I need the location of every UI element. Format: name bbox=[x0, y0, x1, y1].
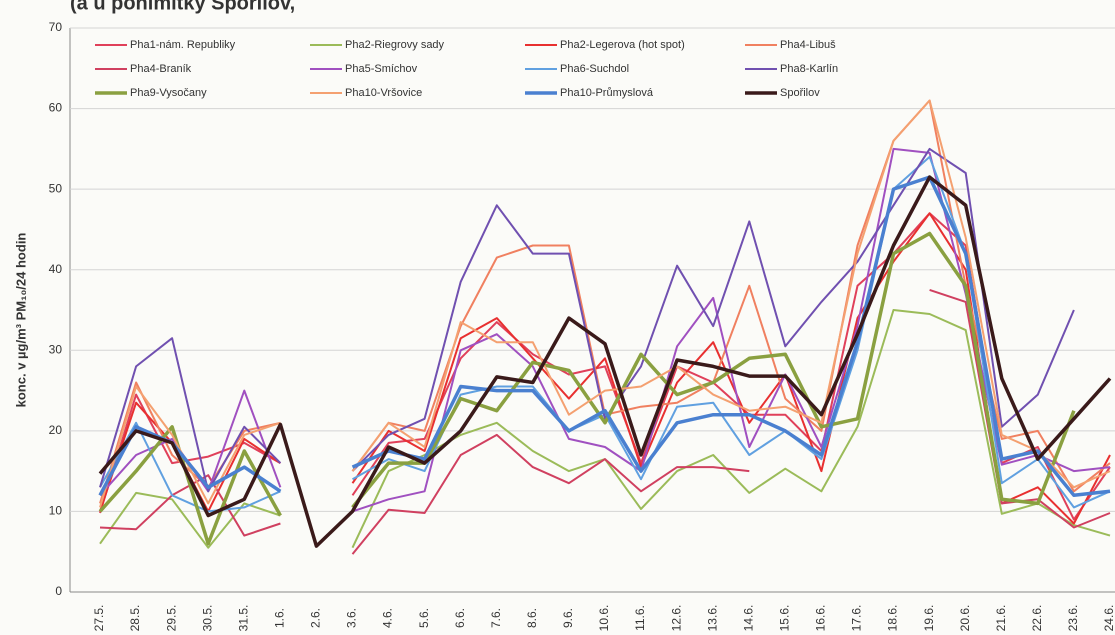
x-tick-label: 17.6. bbox=[850, 605, 864, 632]
x-tick-label: 24.6. bbox=[1102, 605, 1115, 632]
y-tick-label: 40 bbox=[49, 262, 63, 276]
x-tick-label: 5.6. bbox=[417, 608, 431, 628]
x-tick-label: 29.5. bbox=[164, 605, 178, 632]
x-tick-label: 30.5. bbox=[200, 605, 214, 632]
x-tick-label: 31.5. bbox=[236, 605, 250, 632]
x-tick-label: 12.6. bbox=[669, 605, 683, 632]
x-tick-label: 9.6. bbox=[561, 608, 575, 628]
x-tick-label: 10.6. bbox=[597, 605, 611, 632]
series-line bbox=[99, 155, 1111, 513]
y-tick-label: 50 bbox=[49, 181, 63, 195]
x-tick-label: 27.5. bbox=[92, 605, 106, 632]
series-line bbox=[98, 231, 1076, 546]
x-tick-label: 28.5. bbox=[128, 605, 142, 632]
x-tick-label: 20.6. bbox=[958, 605, 972, 632]
legend-label: Pha2-Riegrovy sady bbox=[345, 39, 445, 51]
y-axis-label: konc. v µg/m³ PM₁₀/24 hodin bbox=[13, 233, 28, 408]
series-line bbox=[98, 175, 1112, 548]
chart-title: (a u pohlmitky Spořilov, bbox=[70, 0, 295, 14]
series-line bbox=[99, 99, 1111, 508]
x-tick-label: 18.6. bbox=[886, 605, 900, 632]
x-tick-label: 7.6. bbox=[489, 608, 503, 628]
y-tick-label: 60 bbox=[49, 101, 63, 115]
x-tick-label: 14.6. bbox=[741, 605, 755, 632]
y-tick-label: 20 bbox=[49, 423, 63, 437]
x-tick-label: 6.6. bbox=[453, 608, 467, 628]
legend-label: Spořilov bbox=[780, 87, 820, 99]
x-tick-label: 2.6. bbox=[309, 608, 323, 628]
y-tick-label: 70 bbox=[49, 20, 63, 34]
y-tick-label: 10 bbox=[49, 504, 63, 518]
legend-label: Pha10-Průmyslová bbox=[560, 87, 654, 99]
x-tick-label: 15.6. bbox=[778, 605, 792, 632]
x-tick-label: 3.6. bbox=[345, 608, 359, 628]
x-tick-label: 13.6. bbox=[705, 605, 719, 632]
legend-label: Pha4-Braník bbox=[130, 63, 192, 75]
legend-label: Pha1-nám. Republiky bbox=[130, 39, 236, 51]
legend-label: Pha9-Vysočany bbox=[130, 87, 207, 99]
x-tick-label: 1.6. bbox=[273, 608, 287, 628]
x-tick-label: 4.6. bbox=[381, 608, 395, 628]
legend-label: Pha10-Vršovice bbox=[345, 87, 422, 99]
legend-label: Pha8-Karlín bbox=[780, 63, 838, 75]
legend-label: Pha2-Legerova (hot spot) bbox=[560, 39, 685, 51]
y-tick-label: 30 bbox=[49, 342, 63, 356]
x-tick-label: 23.6. bbox=[1066, 605, 1080, 632]
x-tick-label: 8.6. bbox=[525, 608, 539, 628]
y-tick-label: 0 bbox=[55, 584, 62, 598]
series-line bbox=[99, 147, 1111, 513]
x-tick-label: 21.6. bbox=[994, 605, 1008, 632]
x-tick-label: 16.6. bbox=[814, 605, 828, 632]
x-tick-label: 11.6. bbox=[633, 605, 647, 631]
x-tick-label: 19.6. bbox=[922, 605, 936, 632]
legend-label: Pha5-Smíchov bbox=[345, 63, 418, 75]
legend-label: Pha4-Libuš bbox=[780, 39, 836, 51]
x-tick-label: 22.6. bbox=[1030, 605, 1044, 632]
legend-label: Pha6-Suchdol bbox=[560, 63, 629, 75]
